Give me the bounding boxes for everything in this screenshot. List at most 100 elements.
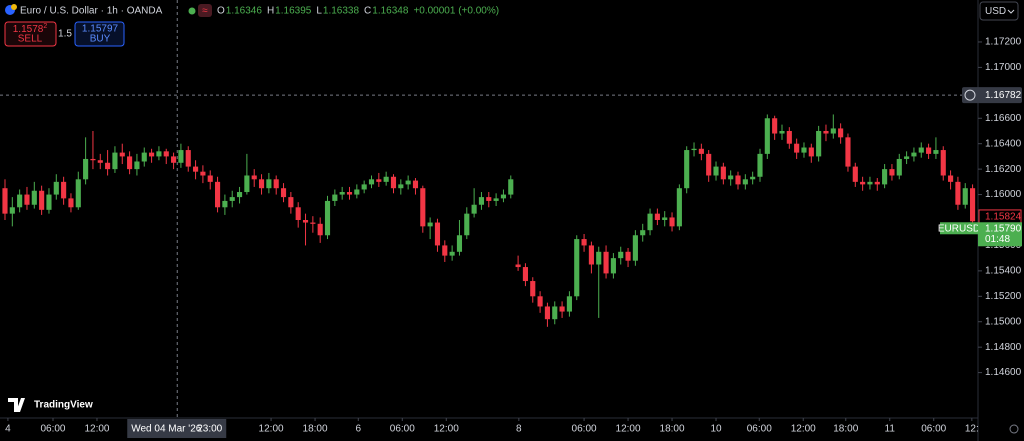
candle-body xyxy=(83,158,89,180)
ohlc-value: 1.16395 xyxy=(275,6,312,17)
candle-body xyxy=(61,181,67,199)
candle-body xyxy=(90,158,96,161)
sell-label[interactable]: SELL xyxy=(18,34,43,45)
x-tick-label: 06:00 xyxy=(572,424,597,435)
status-dot xyxy=(188,7,196,15)
candle-body xyxy=(302,220,309,223)
candle-body xyxy=(434,222,441,246)
candle-body xyxy=(882,169,888,185)
candle-body xyxy=(258,179,265,189)
candle-body xyxy=(456,235,463,252)
candle-body xyxy=(552,306,558,320)
candle-body xyxy=(750,176,756,180)
sell-price[interactable]: 1.15782 xyxy=(13,23,48,35)
x-tick-label: 4 xyxy=(5,424,11,435)
candle-body xyxy=(200,171,206,176)
y-tick-label: 1.16000 xyxy=(985,189,1022,200)
ohlc-label: H xyxy=(267,6,274,17)
logo: TradingView xyxy=(34,400,93,411)
candle-body xyxy=(2,188,8,214)
candle-body xyxy=(860,181,866,185)
candle-body xyxy=(398,184,404,189)
candle-body xyxy=(662,217,668,220)
candle-body xyxy=(522,267,528,282)
x-tick-label: 06:00 xyxy=(40,424,65,435)
candle-body xyxy=(149,152,155,157)
candle-body xyxy=(273,179,279,189)
candle-body xyxy=(412,180,419,189)
ohlc-label: O xyxy=(217,6,225,17)
ohlc-value: +0.00001 (+0.00%) xyxy=(413,6,499,17)
candle-body xyxy=(449,251,455,256)
replay-icon xyxy=(198,4,212,17)
candle-body xyxy=(295,207,301,220)
ohlc-value: 1.16346 xyxy=(226,6,263,17)
candle-body xyxy=(178,150,184,163)
candle-body xyxy=(324,200,331,236)
candle-body xyxy=(896,158,902,176)
candle-body xyxy=(493,198,499,201)
candle-body xyxy=(911,152,917,157)
y-tick-label: 1.14800 xyxy=(985,342,1022,353)
y-tick-label: 1.16200 xyxy=(985,164,1022,175)
buy-label[interactable]: BUY xyxy=(90,34,111,45)
candle-body xyxy=(339,192,345,195)
ohlc-value: 1.16348 xyxy=(372,6,409,17)
candle-body xyxy=(17,194,23,208)
candle-body xyxy=(163,151,169,157)
candle-body xyxy=(266,179,272,189)
candle-body xyxy=(229,197,235,201)
crosshair-price: 1.16782 xyxy=(985,90,1022,101)
candle-body xyxy=(669,217,675,227)
candle-body xyxy=(845,137,851,167)
candle-body xyxy=(808,147,814,157)
candle-body xyxy=(486,197,492,201)
candle-body xyxy=(244,175,250,193)
candle-body xyxy=(317,223,323,236)
candle-body xyxy=(75,179,81,208)
candle-body xyxy=(713,166,719,176)
sell-price[interactable]: 1.1578 xyxy=(13,24,44,35)
candle-body xyxy=(618,251,624,259)
candle-body xyxy=(310,222,316,224)
sell-price-sup[interactable]: 2 xyxy=(43,23,47,30)
buy-button[interactable] xyxy=(74,21,125,47)
candle-body xyxy=(801,147,807,153)
candle-body xyxy=(119,152,125,157)
x-tick-label: 06:00 xyxy=(747,424,772,435)
candle-body xyxy=(500,194,507,199)
candle-body xyxy=(185,150,191,167)
ohlc-legend: O 1.16346 H 1.16395 L 1.16338 C 1.16348 +0.00001… xyxy=(217,6,499,17)
candle-body xyxy=(530,281,536,297)
add-alert-icon xyxy=(964,89,976,101)
y-tick-label: 1.17200 xyxy=(985,37,1022,48)
sell-button[interactable] xyxy=(4,21,57,47)
x-tick-label: 18:00 xyxy=(303,424,328,435)
settings-icon[interactable] xyxy=(1009,424,1019,434)
x-tick-label: 12:00 xyxy=(791,424,816,435)
y-tick-label: 1.16600 xyxy=(985,113,1022,124)
candle-body xyxy=(684,150,690,189)
y-tick-label: 1.15000 xyxy=(985,316,1022,327)
candle-body xyxy=(867,181,873,185)
x-tick-label: 06:00 xyxy=(390,424,415,435)
buy-price[interactable]: 1.15797 xyxy=(82,24,119,35)
x-tick-label: 6 xyxy=(356,424,362,435)
candle-body xyxy=(156,151,162,157)
candle-body xyxy=(515,264,521,268)
candle-body xyxy=(603,251,609,274)
candle-body xyxy=(574,239,580,297)
spread: 1.5 xyxy=(58,29,72,40)
candle-body xyxy=(471,204,477,214)
crosshair-date: Wed 04 Mar '26 xyxy=(131,424,202,435)
candle-body xyxy=(838,128,844,138)
candle-body xyxy=(376,179,382,182)
candle-body xyxy=(236,192,243,198)
currency[interactable]: USD xyxy=(985,6,1006,17)
candle-body xyxy=(874,181,880,185)
replay-icon: ≈ xyxy=(202,6,208,17)
currency-button[interactable] xyxy=(979,1,1019,21)
candle-body xyxy=(141,152,147,162)
candle-body xyxy=(112,152,118,170)
